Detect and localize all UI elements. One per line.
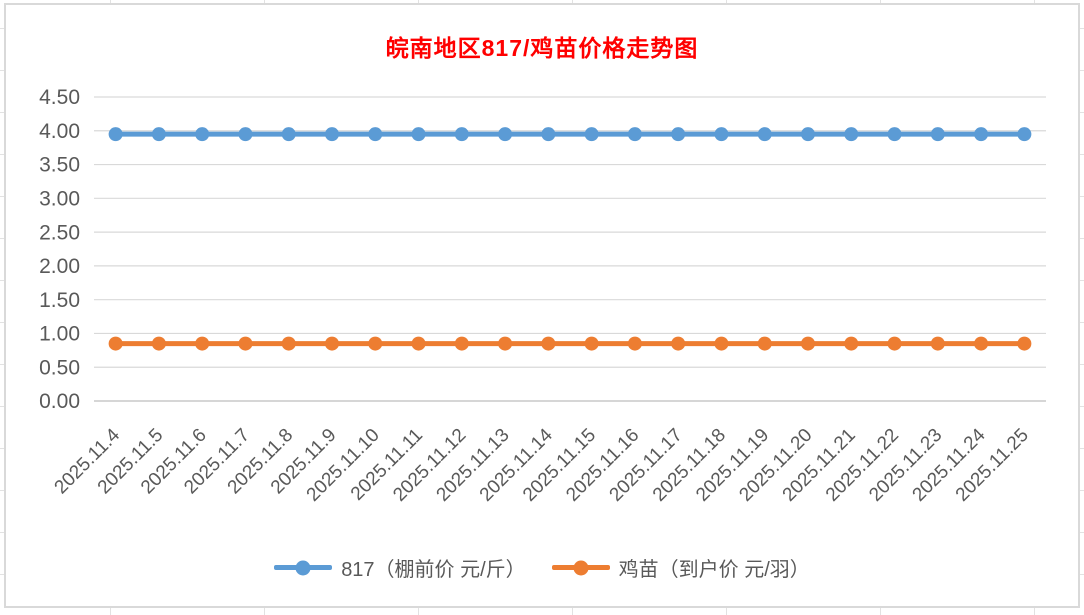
data-point-marker (1017, 127, 1032, 142)
data-point-marker (1017, 336, 1032, 351)
y-axis-tick-label: 4.00 (39, 120, 80, 143)
legend-817-marker-icon (274, 560, 333, 575)
data-point-marker (757, 127, 772, 142)
data-point-marker (108, 336, 123, 351)
data-point-marker (584, 127, 599, 142)
data-point-marker (151, 127, 166, 142)
data-point-marker (368, 127, 383, 142)
data-point-marker (541, 127, 556, 142)
data-point-marker (930, 127, 945, 142)
legend-jimiao-marker-icon (551, 560, 610, 575)
data-point-marker (195, 127, 210, 142)
y-axis-tick-label: 2.50 (39, 221, 80, 244)
data-point-marker (281, 127, 296, 142)
data-point-marker (801, 127, 815, 142)
data-point-marker (757, 336, 772, 351)
data-point-marker (368, 336, 383, 351)
data-point-marker (325, 336, 339, 351)
data-point-marker (887, 127, 902, 142)
data-point-marker (627, 127, 642, 142)
data-point-marker (844, 127, 859, 142)
chart-legend: 817（棚前价 元/斤） 鸡苗（到户价 元/羽） (6, 553, 1078, 582)
data-point-marker (974, 336, 989, 351)
data-point-marker (584, 336, 599, 351)
y-axis-tick-label: 4.50 (39, 86, 80, 109)
legend-item-817[interactable]: 817（棚前价 元/斤） (274, 553, 526, 582)
y-axis-tick-label: 1.50 (39, 289, 80, 312)
data-point-marker (281, 336, 296, 351)
y-axis-tick-label: 0.50 (39, 356, 80, 379)
data-point-marker (108, 127, 123, 142)
data-point-marker (974, 127, 989, 142)
y-axis-tick-label: 3.00 (39, 187, 80, 210)
data-point-marker (411, 336, 426, 351)
data-point-marker (411, 127, 426, 142)
data-point-marker (195, 336, 210, 351)
data-point-marker (541, 336, 556, 351)
data-point-marker (930, 336, 945, 351)
chart-frame[interactable]: 皖南地区817/鸡苗价格走势图 0.00 0.50 1.00 1.50 2.00 2.50… (4, 3, 1080, 608)
data-point-marker (325, 127, 339, 142)
data-point-marker (714, 127, 729, 142)
x-axis-tick-labels: 2025.11.42025.11.52025.11.62025.11.72025… (51, 424, 1033, 505)
data-point-marker (454, 127, 469, 142)
chart-title: 皖南地区817/鸡苗价格走势图 (385, 35, 699, 61)
y-axis-tick-labels: 0.00 0.50 1.00 1.50 2.00 2.50 3.00 3.50 4.00 4.50 (39, 86, 80, 413)
data-point-marker (151, 336, 166, 351)
data-point-marker (887, 336, 902, 351)
series-1 (108, 336, 1032, 351)
y-axis-tick-label: 0.00 (39, 390, 80, 413)
data-point-marker (498, 336, 513, 351)
data-point-marker (671, 127, 686, 142)
y-axis-tick-label: 1.00 (39, 323, 80, 346)
gridlines (94, 96, 1046, 402)
data-point-marker (801, 336, 815, 351)
data-point-marker (238, 336, 253, 351)
data-point-marker (238, 127, 253, 142)
data-point-marker (454, 336, 469, 351)
series-0 (108, 127, 1032, 142)
data-point-marker (498, 127, 513, 142)
legend-item-jimiao[interactable]: 鸡苗（到户价 元/羽） (551, 553, 810, 582)
legend-label-jimiao: 鸡苗（到户价 元/羽） (618, 559, 810, 581)
data-point-marker (844, 336, 859, 351)
y-axis-tick-label: 3.50 (39, 154, 80, 177)
y-axis-tick-label: 2.00 (39, 255, 80, 278)
line-chart-plot-area: 0.00 0.50 1.00 1.50 2.00 2.50 3.00 3.50 4.00 4.50… (39, 86, 1046, 506)
data-point-marker (671, 336, 686, 351)
data-point-marker (627, 336, 642, 351)
data-point-marker (714, 336, 729, 351)
legend-label-817: 817（棚前价 元/斤） (341, 559, 526, 581)
